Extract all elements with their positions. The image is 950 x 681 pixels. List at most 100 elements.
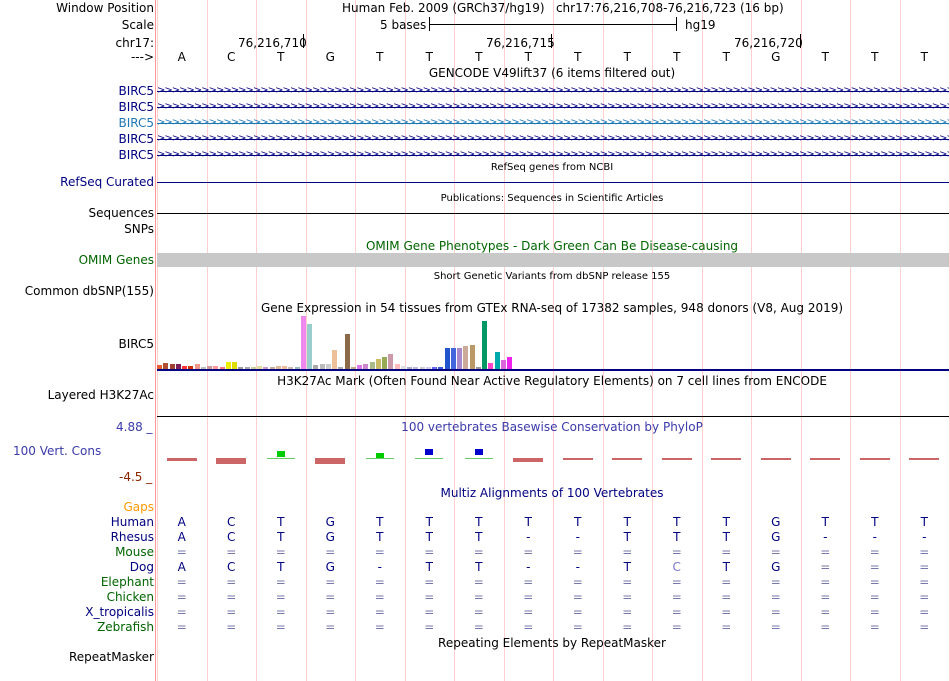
phylop-score-mark[interactable] [612,458,643,461]
phylop-score-mark[interactable] [276,451,285,458]
gtex-tissue-bar[interactable] [450,348,456,369]
gtex-tissue-bar[interactable] [407,367,412,369]
gtex-tissue-bar[interactable] [319,364,325,369]
phylop-track-label[interactable]: 100 Vert. Cons [13,444,102,458]
gtex-tissue-bar[interactable] [425,367,431,369]
gtex-tissue-bar[interactable] [500,360,506,369]
omim-feature-bar[interactable] [157,253,949,267]
gtex-tissue-bar[interactable] [400,366,406,369]
refseq-track-label[interactable]: RefSeq Curated [60,175,154,189]
gtex-tissue-bar[interactable] [182,366,187,369]
gtex-tissue-bar[interactable] [369,362,375,369]
repeatmasker-track-label[interactable]: RepeatMasker [68,650,154,664]
multiz-gaps-label[interactable]: Gaps [123,500,154,514]
gtex-tissue-bar[interactable] [332,350,337,369]
gtex-tissue-bar[interactable] [282,366,287,369]
gtex-tissue-bar[interactable] [194,364,200,369]
gtex-tissue-bar[interactable] [357,365,362,369]
multiz-species-label[interactable]: Rhesus [110,530,154,544]
gtex-tissue-bar[interactable] [338,367,344,369]
gtex-tissue-bar[interactable] [419,367,425,369]
gtex-tissue-bar[interactable] [207,366,212,369]
multiz-species-label[interactable]: Dog [129,560,154,574]
multiz-species-label[interactable]: X_tropicalis [85,605,154,619]
phylop-score-mark[interactable] [909,458,940,460]
gtex-tissue-bar[interactable] [394,364,400,369]
gtex-tissue-bar[interactable] [219,367,225,369]
gencode-transcript-line[interactable] [157,155,949,156]
gtex-tissue-bar[interactable] [375,359,381,369]
gtex-tissue-bar[interactable] [300,316,306,369]
gtex-tissue-bar[interactable] [294,367,300,369]
gtex-tissue-bar[interactable] [475,367,481,369]
phylop-score-mark[interactable] [661,458,692,460]
gtex-tissue-bar[interactable] [363,364,369,369]
gtex-tissue-bar[interactable] [494,352,500,369]
gtex-tissue-bar[interactable] [469,345,475,369]
gtex-tissue-bar[interactable] [225,362,231,369]
phylop-score-mark[interactable] [562,458,593,461]
gencode-item-label[interactable]: BIRC5 [118,116,154,130]
gtex-tissue-bar[interactable] [350,367,356,369]
dbsnp-track-label[interactable]: Common dbSNP(155) [24,284,154,298]
multiz-species-label[interactable]: Zebrafish [97,620,154,634]
gtex-tissue-bar[interactable] [163,363,169,369]
phylop-score-mark[interactable] [859,458,890,460]
gtex-tissue-bar[interactable] [213,366,219,369]
multiz-species-label[interactable]: Elephant [100,575,154,589]
gtex-tissue-bar[interactable] [169,364,175,369]
gtex-tissue-bar[interactable] [388,354,394,369]
gtex-tissue-bar[interactable] [257,366,262,369]
gtex-tissue-bar[interactable] [413,367,419,369]
gtex-tissue-bar[interactable] [432,367,437,369]
gtex-tissue-bar[interactable] [313,365,319,369]
gencode-item-label[interactable]: BIRC5 [118,132,154,146]
gtex-tissue-bar[interactable] [269,367,275,369]
gtex-tissue-bar[interactable] [482,321,487,369]
gencode-item-label[interactable]: BIRC5 [118,100,154,114]
gtex-tissue-bar[interactable] [250,367,256,369]
gtex-tissue-bar[interactable] [507,357,512,369]
gencode-transcript-line[interactable] [157,91,949,92]
phylop-score-mark[interactable] [216,458,247,464]
multiz-species-label[interactable]: Chicken [106,590,154,604]
gtex-tissue-bar[interactable] [157,365,162,369]
gtex-tissue-bar[interactable] [344,334,350,369]
gtex-tissue-bar[interactable] [325,364,331,369]
gtex-tissue-bar[interactable] [444,348,450,369]
sequences-track-label[interactable]: Sequences [88,206,154,220]
gtex-tissue-bar[interactable] [200,367,206,369]
phylop-score-mark[interactable] [474,449,483,456]
gencode-item-label[interactable]: BIRC5 [118,84,154,98]
gtex-tissue-bar[interactable] [232,362,237,369]
gtex-tissue-bar[interactable] [307,324,312,369]
gtex-tissue-bar[interactable] [275,366,281,369]
omim-track-label[interactable]: OMIM Genes [78,253,154,267]
gtex-tissue-bar[interactable] [263,367,269,369]
gencode-transcript-line[interactable] [157,107,949,108]
phylop-score-mark[interactable] [375,452,384,458]
multiz-species-label[interactable]: Human [110,515,154,529]
gencode-transcript-line[interactable] [157,123,949,124]
gtex-tissue-bar[interactable] [244,367,250,369]
gtex-track-label[interactable]: BIRC5 [118,337,154,351]
gtex-tissue-bar[interactable] [438,367,444,369]
multiz-species-label[interactable]: Mouse [115,545,154,559]
phylop-score-mark[interactable] [166,458,197,462]
phylop-score-mark[interactable] [315,458,346,464]
gencode-item-label[interactable]: BIRC5 [118,148,154,162]
phylop-score-mark[interactable] [760,458,791,461]
phylop-score-mark[interactable] [711,458,742,461]
gtex-tissue-bar[interactable] [457,348,462,369]
gtex-tissue-bar[interactable] [488,363,494,369]
h3k27ac-track-label[interactable]: Layered H3K27Ac [47,388,154,402]
gtex-tissue-bar[interactable] [382,357,387,369]
phylop-score-mark[interactable] [810,458,841,460]
phylop-score-mark[interactable] [425,449,434,456]
gtex-tissue-bar[interactable] [463,346,469,369]
gtex-tissue-bar[interactable] [188,366,194,369]
gtex-tissue-bar[interactable] [288,367,294,369]
gencode-transcript-line[interactable] [157,139,949,140]
phylop-score-mark[interactable] [513,458,544,463]
